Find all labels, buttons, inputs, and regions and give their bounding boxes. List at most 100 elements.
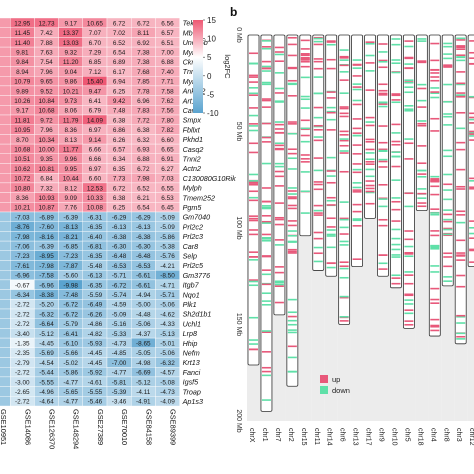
gene-mark [365,161,375,163]
gene-mark [274,285,284,287]
legend-tick-label: 15 [207,16,216,25]
gene-label: Hhip [183,339,198,348]
gene-mark [352,86,362,88]
gene-mark [430,298,440,301]
gene-mark [430,178,440,180]
legend-bg [318,373,358,384]
gene-mark [287,323,297,326]
chromosome-outline [441,34,454,287]
legend-tick-label: 0 [207,72,212,81]
heatmap-cell-value: -5.74 [112,292,127,299]
heatmap-cell-value: 6.72 [137,166,150,173]
gene-mark [456,39,466,41]
gene-mark [339,139,349,142]
heatmap-cell-value: 7.58 [161,88,174,95]
heatmap-cell-value: -4.73 [160,389,175,396]
heatmap-cell-value: 6.56 [161,20,174,27]
legend-label-down: down [332,386,350,395]
gene-mark [391,140,401,143]
chromosome-label: chr12 [468,428,474,446]
gene-mark [249,182,258,184]
gene-mark [339,226,349,229]
gene-mark [326,41,336,43]
gene-mark [430,92,440,94]
gene-mark [365,121,375,123]
gene-mark [287,329,297,331]
heatmap-cell-value: -5.06 [160,302,175,309]
gene-mark [391,179,401,181]
gene-mark [430,247,440,250]
gene-mark [339,115,349,118]
gene-mark [287,36,297,39]
heatmap-cell-value: 6.54 [137,205,150,212]
gene-mark [430,130,440,132]
gene-mark [430,79,440,82]
gene-mark [300,48,310,50]
gene-mark [404,255,414,258]
gene-mark [274,216,284,219]
heatmap-cell-value: 9.86 [64,79,77,86]
heatmap-cell-value: 9.73 [64,98,77,105]
heatmap-cell-value: 7.38 [137,59,150,66]
gene-mark [391,99,401,101]
gene-mark [352,144,362,146]
gene-mark [287,248,297,251]
heatmap-cell-value: -4.45 [88,350,103,357]
gene-mark [249,251,258,253]
gene-mark [249,129,258,132]
legend-tick-label: 10 [207,35,216,44]
heatmap-cell-value: -7.60 [39,224,54,231]
gene-mark [417,106,427,108]
gene-mark [261,141,271,143]
heatmap-cell-value: 12.73 [39,20,55,27]
gene-label: Uchl1 [183,319,201,328]
y-axis-tick-label: 200 Mb [235,409,242,432]
gene-mark [430,271,440,273]
heatmap-cell-value: -5.09 [160,214,175,221]
gene-mark [417,173,427,175]
gene-mark [378,262,388,265]
gene-mark [391,71,401,74]
gene-mark [443,220,453,223]
heatmap-cell-value: -6.39 [63,214,78,221]
gene-mark [404,282,414,285]
gene-mark [352,163,362,165]
gene-label: Actn2 [182,164,201,173]
gene-mark [469,63,474,65]
gene-mark [313,58,323,60]
gene-mark [417,192,427,195]
gene-mark [456,71,466,73]
gene-mark [313,204,323,207]
gene-mark [365,152,375,154]
heatmap-cell-value: 8.13 [64,137,77,144]
gene-mark [326,233,336,236]
heatmap-cell-value: -6.29 [112,214,127,221]
gene-mark [300,161,310,163]
heatmap-cell-value: -1.35 [15,341,30,348]
heatmap-cell-value: 10.68 [14,147,30,154]
heatmap-cell-value: 9.09 [64,195,77,202]
gene-mark [469,248,474,251]
gene-mark [365,42,375,45]
gene-mark [261,330,271,332]
gene-mark [430,76,440,78]
gene-mark [430,212,440,214]
gene-mark [249,279,258,281]
gene-mark [274,218,284,221]
legend-tick-label: -5 [207,90,215,99]
gene-mark [378,103,388,105]
heatmap-cell-value: 6.26 [113,137,126,144]
heatmap-cell-value: 10.51 [14,156,30,163]
gene-mark [443,276,453,278]
gene-mark [456,185,466,188]
chromosome-label: chr5 [403,428,410,442]
heatmap-cell-value: -6.13 [112,224,127,231]
gene-label: Plk1 [183,300,197,309]
heatmap-cell-value: -6.38 [136,234,151,241]
gene-label: Sh2d1b1 [183,310,212,319]
heatmap-cell-value: -4.09 [160,399,175,406]
gene-mark [391,208,401,211]
gene-mark [417,87,427,90]
gene-label: C130080G10Rik [183,174,237,183]
gene-mark [456,94,466,96]
